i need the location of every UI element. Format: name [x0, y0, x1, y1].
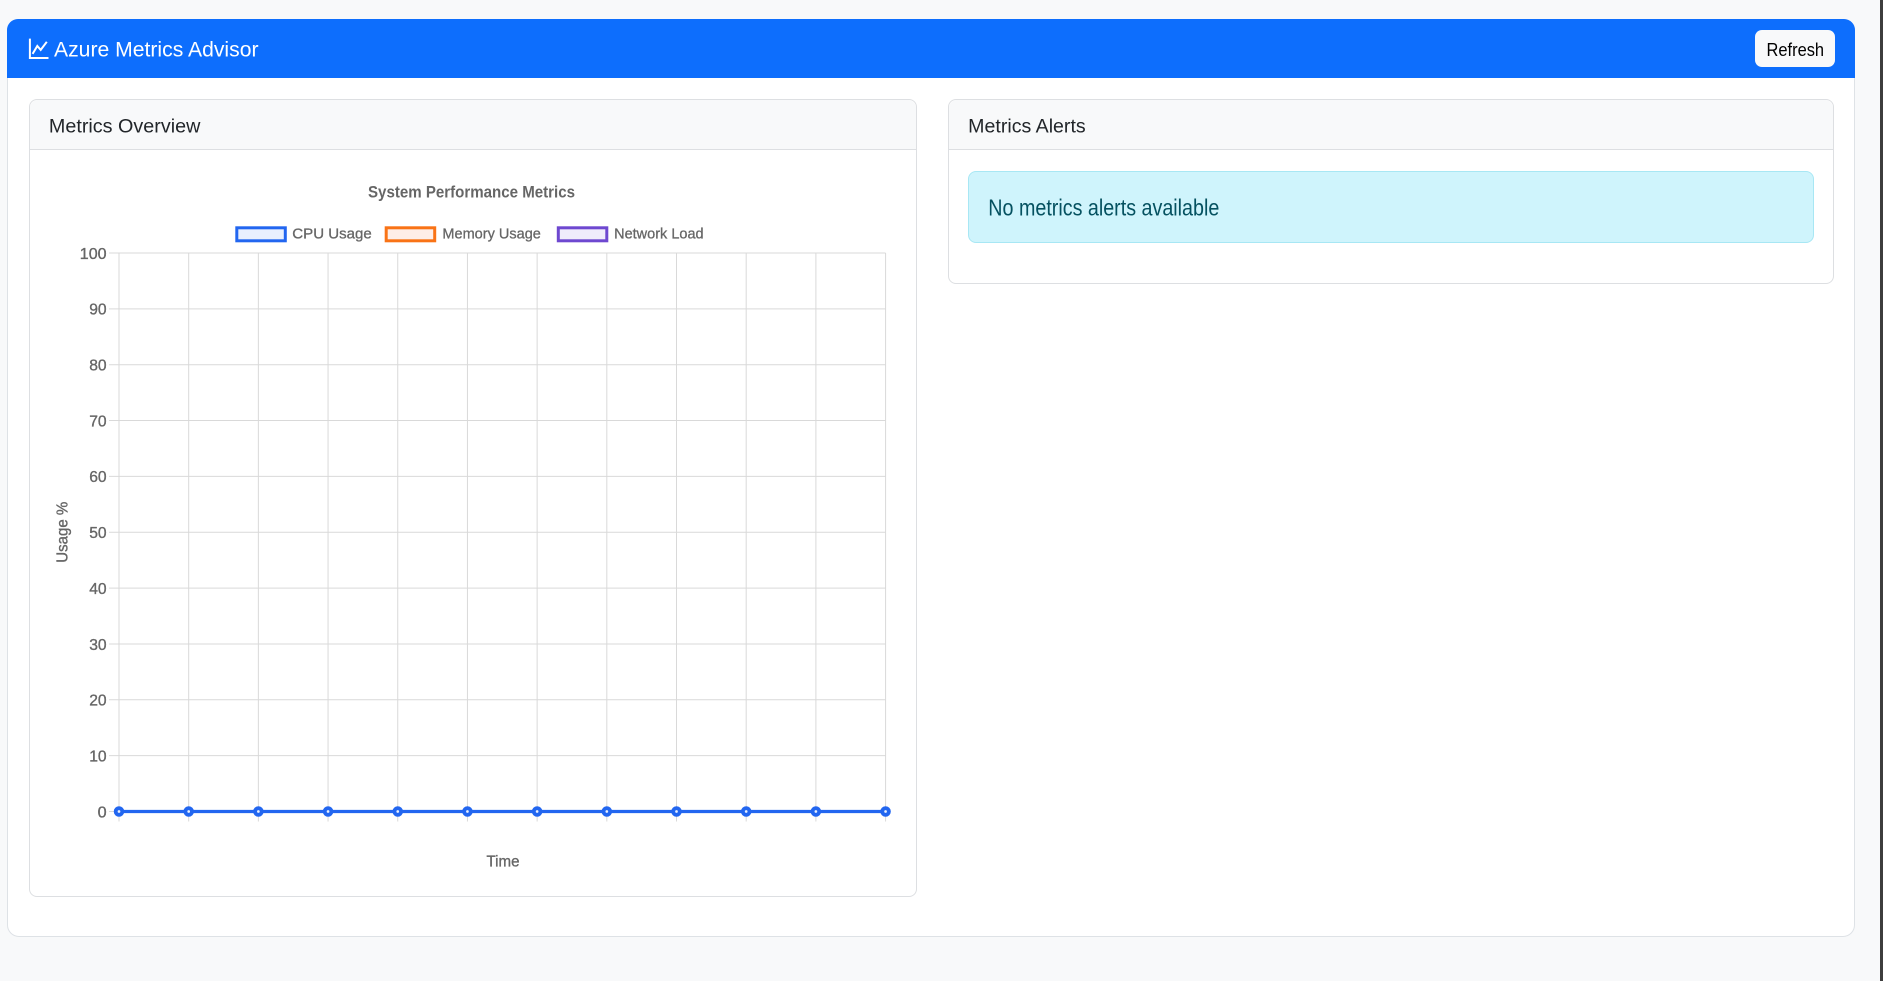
- svg-text:10: 10: [89, 748, 106, 765]
- svg-text:Usage %: Usage %: [55, 502, 72, 563]
- svg-text:System Performance Metrics: System Performance Metrics: [368, 183, 575, 202]
- svg-text:40: 40: [89, 581, 106, 598]
- svg-text:30: 30: [89, 637, 106, 654]
- svg-text:Azure Metrics Advisor: Azure Metrics Advisor: [54, 38, 259, 61]
- svg-text:No metrics alerts available: No metrics alerts available: [988, 195, 1219, 221]
- svg-text:Memory Usage: Memory Usage: [442, 225, 541, 242]
- svg-text:Time: Time: [487, 853, 520, 870]
- svg-text:Metrics Alerts: Metrics Alerts: [968, 116, 1086, 138]
- svg-text:Network Load: Network Load: [614, 225, 704, 242]
- svg-text:Metrics Overview: Metrics Overview: [49, 116, 201, 138]
- svg-text:100: 100: [80, 246, 107, 263]
- svg-text:CPU Usage: CPU Usage: [292, 225, 372, 242]
- svg-text:50: 50: [89, 525, 106, 542]
- svg-text:80: 80: [89, 358, 106, 375]
- svg-text:Refresh: Refresh: [1767, 39, 1825, 60]
- svg-text:70: 70: [89, 413, 106, 430]
- svg-text:0: 0: [98, 804, 107, 821]
- svg-text:60: 60: [89, 469, 106, 486]
- svg-text:90: 90: [89, 302, 106, 319]
- svg-text:20: 20: [89, 693, 106, 710]
